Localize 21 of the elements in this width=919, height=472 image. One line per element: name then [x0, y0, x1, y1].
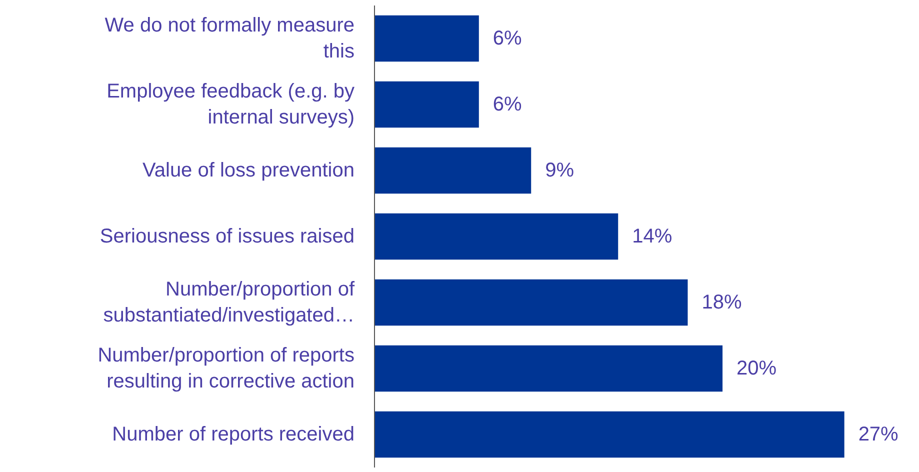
y-tick-label: We do not formally measure this: [104, 14, 355, 63]
bar: [374, 81, 479, 128]
data-label: 6%: [492, 28, 522, 50]
y-tick-label: Value of loss prevention: [142, 160, 354, 182]
data-label: 18%: [702, 292, 742, 314]
bar: [374, 411, 844, 458]
bar: [374, 279, 688, 326]
data-label: 27%: [858, 424, 899, 446]
y-tick-label: Number/proportion of reports resulting in corrective action: [98, 344, 355, 393]
data-label: 6%: [492, 94, 522, 116]
y-tick-label: Number of reports received: [112, 424, 355, 446]
y-tick-label: Number/proportion of substantiated/investigated…: [103, 278, 355, 327]
bar: [374, 213, 618, 260]
data-label: 20%: [736, 358, 777, 380]
bar: [374, 15, 479, 62]
data-label: 9%: [545, 160, 574, 182]
data-label: 14%: [632, 226, 672, 248]
y-tick-label: Seriousness of issues raised: [100, 226, 355, 248]
bar: [374, 345, 723, 392]
bar: [374, 147, 532, 194]
y-tick-label: Employee feedback (e.g. by internal surveys): [106, 80, 354, 129]
